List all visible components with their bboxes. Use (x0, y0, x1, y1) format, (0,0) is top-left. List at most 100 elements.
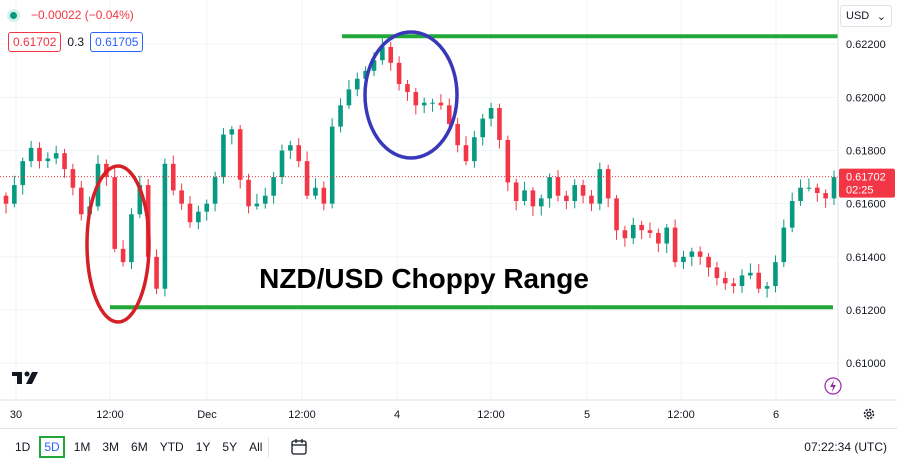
candle-body (129, 214, 134, 263)
time-axis-pane (0, 400, 897, 428)
candle-body (530, 190, 536, 207)
candle-body (279, 150, 285, 178)
sell-price-button[interactable]: 0.61702 (8, 32, 62, 52)
candle-body (187, 203, 193, 223)
candle-body (405, 84, 410, 93)
candle-body (748, 272, 753, 276)
candle-body (154, 256, 159, 289)
utc-clock: 07:22:34 (UTC) (804, 440, 887, 454)
price-tag-value: 0.61702 (846, 172, 886, 184)
x-tick-label: 12:00 (96, 409, 124, 421)
candle-body (196, 211, 201, 223)
candle-body (78, 187, 84, 215)
range-all-button[interactable]: All (249, 439, 263, 454)
range-1d-button[interactable]: 1D (15, 439, 31, 454)
candle-body (12, 185, 17, 204)
candle-body (522, 190, 527, 202)
candle-body (396, 62, 402, 85)
high-highlight-ellipse (363, 30, 459, 160)
candle-body (179, 190, 184, 204)
range-5d-button[interactable]: 5D (39, 435, 65, 458)
candle-body (572, 185, 578, 202)
quote-row: 0.61702 0.3 0.61705 (8, 32, 144, 52)
candle-body (296, 145, 302, 162)
candle-body (580, 185, 586, 196)
x-tick-label: 4 (394, 409, 400, 421)
toolbar-divider (268, 437, 269, 457)
candle-body (614, 198, 619, 231)
x-tick-label: 5 (584, 409, 590, 421)
candle-body (455, 123, 460, 146)
range-1m-button[interactable]: 1M (73, 439, 91, 454)
candle-body (672, 227, 678, 263)
candle-body (204, 203, 210, 212)
y-tick-label: 0.61400 (846, 252, 886, 264)
candle-body (112, 177, 118, 249)
currency-select[interactable]: USD ⌄ (840, 5, 892, 27)
buy-price-button[interactable]: 0.61705 (90, 32, 144, 52)
candle-body (288, 145, 293, 151)
candle-body (622, 230, 628, 239)
candle-body (438, 102, 444, 106)
candle-body (781, 227, 787, 263)
candle-body (697, 251, 703, 257)
calendar-icon[interactable] (289, 438, 309, 456)
candle-body (221, 134, 226, 178)
candle-body (647, 230, 653, 233)
chevron-down-icon: ⌄ (876, 10, 886, 23)
range-6m-button[interactable]: 6M (131, 439, 148, 454)
candle-body (120, 248, 126, 263)
x-tick-label: 6 (773, 409, 779, 421)
candle-body (162, 163, 168, 289)
candle-body (597, 169, 603, 204)
spread-value: 0.3 (67, 35, 85, 49)
bottom-toolbar: 1D 5D 1M 3M 6M YTD 1Y 5Y All 07:22:34 (U… (0, 428, 897, 464)
gear-icon[interactable] (862, 407, 876, 421)
price-axis-pane (838, 0, 897, 400)
candle-body (497, 108, 502, 140)
x-tick-label: Dec (197, 409, 217, 421)
candle-body (313, 187, 318, 196)
candle-body (814, 187, 820, 194)
candle-body (789, 201, 795, 228)
y-tick-label: 0.61200 (846, 305, 886, 317)
candle-body (388, 46, 394, 63)
x-tick-label: 12:00 (667, 409, 695, 421)
candle-body (45, 158, 51, 162)
candle-body (505, 139, 511, 183)
candle-body (823, 193, 828, 199)
candle-body (28, 147, 34, 162)
candle-body (538, 198, 544, 207)
candle-body (62, 153, 67, 170)
candle-body (170, 163, 176, 191)
candle-body (639, 224, 644, 231)
candle-body (37, 147, 42, 162)
candle-body (237, 129, 243, 180)
range-ytd-button[interactable]: YTD (159, 439, 184, 454)
candle-body (329, 126, 335, 204)
y-tick-label: 0.62000 (846, 92, 886, 104)
candle-body (513, 182, 519, 202)
price-tag (839, 168, 895, 198)
range-1y-button[interactable]: 1Y (195, 439, 211, 454)
candle-body (547, 177, 552, 199)
candle-body (421, 102, 427, 106)
x-tick-label: 12:00 (288, 409, 316, 421)
candle-body (756, 272, 762, 289)
y-tick-label: 0.62200 (846, 39, 886, 51)
candle-body (564, 195, 569, 202)
range-5y-button[interactable]: 5Y (222, 439, 238, 454)
header-row: −0.00022 (−0.04%) (10, 6, 134, 24)
candle-body (773, 262, 778, 287)
lightning-icon[interactable] (824, 377, 842, 395)
candle-body (212, 177, 218, 204)
candle-body (371, 60, 377, 71)
annotation-title: NZD/USD Choppy Range (259, 263, 589, 294)
candle-body (254, 203, 260, 207)
candle-body (20, 161, 26, 186)
candle-body (630, 224, 636, 239)
candle-body (321, 187, 327, 204)
candle-body (262, 195, 268, 204)
range-3m-button[interactable]: 3M (102, 439, 120, 454)
